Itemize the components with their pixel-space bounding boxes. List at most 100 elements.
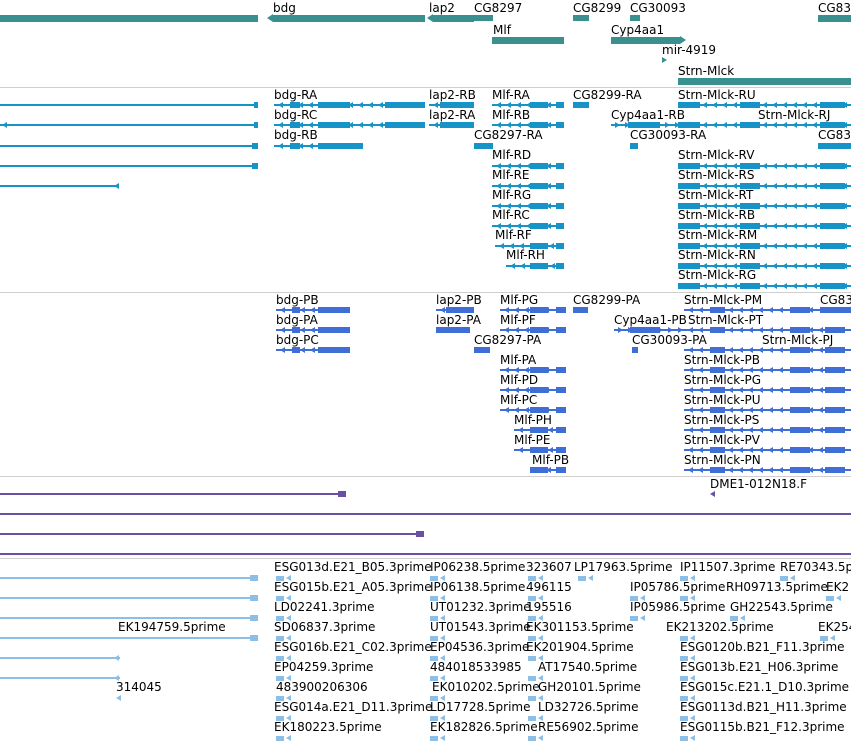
est-label[interactable]: ESG016b.E21_C02.3prime <box>274 640 432 654</box>
gene-label[interactable]: CG83 <box>818 1 851 15</box>
est-label[interactable]: RE70343.5p <box>780 560 851 574</box>
est-label[interactable]: EK254 <box>818 620 851 634</box>
est-line[interactable] <box>0 577 258 579</box>
est-label[interactable]: IP11507.3prime <box>680 560 776 574</box>
est-block[interactable] <box>528 595 536 601</box>
transcript-strn-mlck-exon[interactable] <box>740 163 760 169</box>
protein-bdg-pa-exon[interactable] <box>292 327 300 333</box>
est-block[interactable] <box>578 575 586 581</box>
est-block[interactable] <box>276 595 284 601</box>
transcript-label[interactable]: Mlf-RD <box>492 148 532 162</box>
est-label[interactable]: ESG0120b.B21_F11.3prime <box>680 640 845 654</box>
transcript-label[interactable]: Mlf-RA <box>492 88 530 102</box>
protein-bdg-pb-exon[interactable] <box>292 307 300 313</box>
protein-strn-mlck[interactable] <box>684 409 851 411</box>
transcript-strn-mlck-exon[interactable] <box>678 183 700 189</box>
est-label[interactable]: EK010202.5prime <box>432 680 540 694</box>
protein-label[interactable]: Mlf-PE <box>514 433 551 447</box>
est-label[interactable]: LD17728.5prime <box>430 700 531 714</box>
protein-strn-mlck-exon[interactable] <box>710 327 725 333</box>
protein-mlf-exon[interactable] <box>556 367 566 373</box>
protein-strn-mlck[interactable] <box>684 429 851 431</box>
protein-label[interactable]: Strn-Mlck-PU <box>684 393 761 407</box>
transcript-label[interactable]: CG30093-RA <box>630 128 707 142</box>
protein-strn-mlck-exon[interactable] <box>825 327 845 333</box>
protein-strn-mlck-exon[interactable] <box>825 347 845 353</box>
est-label[interactable]: EK182826.5prime <box>430 720 538 734</box>
est-block[interactable] <box>430 735 438 741</box>
est-label[interactable]: IP05986.5prime <box>630 600 726 614</box>
protein-label[interactable]: CG30093-PA <box>632 333 707 347</box>
protein-cg8299-pa[interactable] <box>573 307 588 313</box>
gene-label[interactable]: Cyp4aa1 <box>611 23 665 37</box>
gene-label[interactable]: lap2 <box>429 1 455 15</box>
transcript-label[interactable]: bdg-RA <box>274 88 318 102</box>
protein-strn-mlck-exon[interactable] <box>710 367 725 373</box>
transcript-mlf-exon[interactable] <box>556 243 564 249</box>
gene-label[interactable]: CG8299 <box>573 1 622 15</box>
transcript-bdg-rc-exon[interactable] <box>385 122 425 128</box>
gene-mlf[interactable] <box>492 36 564 44</box>
est-block[interactable] <box>680 575 688 581</box>
transcript-bdg-rc-exon[interactable] <box>290 122 300 128</box>
clone-line[interactable] <box>0 553 851 555</box>
est-block[interactable] <box>276 695 284 701</box>
protein-mlf-exon[interactable] <box>530 407 548 413</box>
gene-strn-mlck[interactable] <box>678 77 851 85</box>
transcript-strn-mlck-exon[interactable] <box>678 102 700 108</box>
protein-strn-mlck-exon[interactable] <box>825 387 845 393</box>
est-block[interactable] <box>528 635 536 641</box>
gene-cg83[interactable] <box>818 14 851 22</box>
est-label[interactable]: IP06238.5prime <box>430 560 526 574</box>
protein-strn-mlck[interactable] <box>684 329 851 331</box>
protein-mlf-exon[interactable] <box>556 307 566 313</box>
protein-strn-mlck[interactable] <box>684 309 851 311</box>
protein-label[interactable]: CG83 <box>820 293 851 307</box>
est-block[interactable] <box>430 695 438 701</box>
protein-label[interactable]: Mlf-PD <box>500 373 539 387</box>
transcript-strn-mlck-exon[interactable] <box>740 263 760 269</box>
clone-end[interactable] <box>338 491 346 497</box>
transcript-mlf-exon[interactable] <box>530 263 548 269</box>
protein-mlf-exon[interactable] <box>556 467 566 473</box>
protein-strn-mlck-exon[interactable] <box>825 427 845 433</box>
protein-label[interactable]: Strn-Mlck-PJ <box>762 333 834 347</box>
protein-label[interactable]: Strn-Mlck-PM <box>684 293 763 307</box>
est-line[interactable] <box>0 677 120 679</box>
transcript-strn-mlck-exon[interactable] <box>678 203 700 209</box>
est-block[interactable] <box>276 715 284 721</box>
est-label[interactable]: EK301153.5prime <box>526 620 634 634</box>
transcript-label[interactable]: Strn-Mlck-RJ <box>758 108 831 122</box>
transcript-strn-mlck-exon[interactable] <box>678 122 700 128</box>
est-block[interactable] <box>680 695 688 701</box>
transcript-line[interactable] <box>0 104 258 106</box>
est-end[interactable] <box>250 615 258 621</box>
transcript-label[interactable]: Strn-Mlck-RT <box>678 188 754 202</box>
protein-strn-mlck-exon[interactable] <box>710 407 725 413</box>
protein-label[interactable]: lap2-PB <box>436 293 482 307</box>
est-block[interactable] <box>276 615 284 621</box>
est-label[interactable]: AT17540.5prime <box>538 660 638 674</box>
transcript-label[interactable]: bdg-RC <box>274 108 318 122</box>
est-label[interactable]: ESG013b.E21_H06.3prime <box>680 660 839 674</box>
transcript-label[interactable]: Mlf-RB <box>492 108 531 122</box>
est-line[interactable] <box>0 597 258 599</box>
est-block[interactable] <box>276 635 284 641</box>
protein-strn-mlck-exon[interactable] <box>825 367 845 373</box>
est-block[interactable] <box>780 575 788 581</box>
protein-strn-mlck-exon[interactable] <box>710 347 725 353</box>
protein-label[interactable]: CG8299-PA <box>573 293 641 307</box>
est-label[interactable]: 483900206306 <box>276 680 368 694</box>
est-label[interactable]: LD02241.3prime <box>274 600 375 614</box>
clone-line[interactable] <box>0 513 851 515</box>
transcript-strn-mlck-exon[interactable] <box>740 102 760 108</box>
est-label[interactable]: 314045 <box>116 680 162 694</box>
protein-label[interactable]: Strn-Mlck-PB <box>684 353 761 367</box>
est-label[interactable]: IP05786.5prime <box>630 580 726 594</box>
est-line[interactable] <box>0 657 120 659</box>
transcript-strn-mlck-exon[interactable] <box>740 183 760 189</box>
est-label[interactable]: EP04536.3prime <box>430 640 530 654</box>
protein-strn-mlck-exon[interactable] <box>710 467 725 473</box>
est-end[interactable] <box>250 575 258 581</box>
protein-strn-mlck-exon[interactable] <box>825 407 845 413</box>
